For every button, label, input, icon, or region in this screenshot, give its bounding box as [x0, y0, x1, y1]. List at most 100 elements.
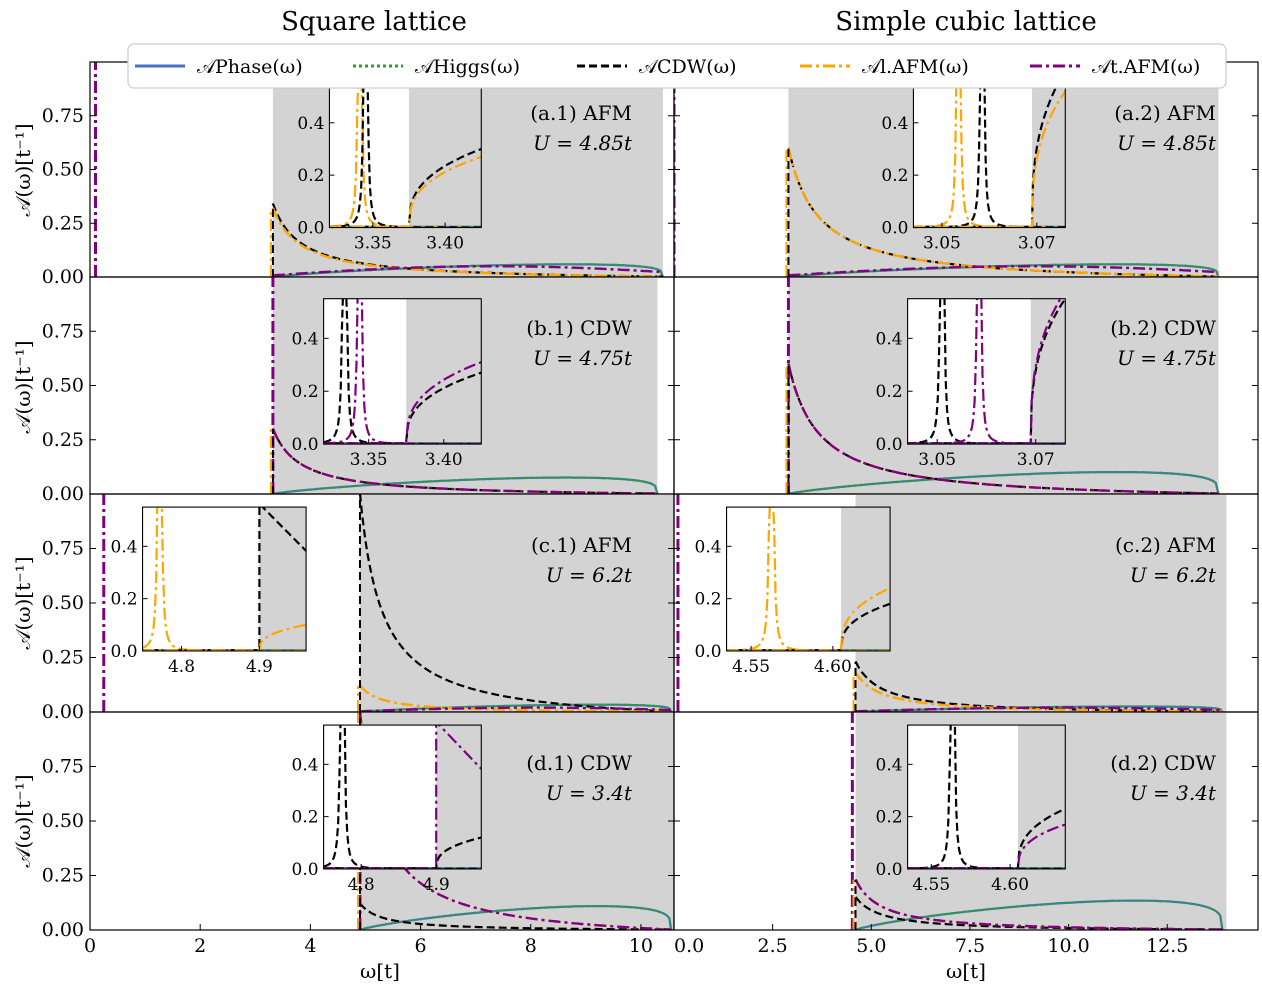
series-higgs [359, 703, 673, 712]
y-axis-label: 𝒜(ω)[t⁻¹] [11, 774, 35, 867]
y-tick-label: 0.75 [42, 105, 84, 127]
x-tick-label: 2 [194, 935, 206, 957]
inset-2: 0.0 0.2 0.4 3.35 3.40 [292, 298, 482, 470]
x-tick-label: 7.5 [955, 935, 985, 957]
legend-label-phase: 𝒜Phase(ω) [197, 56, 303, 78]
inset-x-tick-label: 3.35 [350, 450, 388, 470]
y-tick-label: 0.25 [42, 647, 84, 669]
series-tafm [788, 265, 1219, 277]
inset-x-tick-label: 3.05 [923, 234, 961, 254]
y-tick-label: 0.50 [42, 592, 84, 614]
inset-y-tick-label: 0.0 [297, 219, 324, 239]
series-cdw [359, 902, 672, 930]
x-axis-label-left: ω[t] [360, 959, 400, 983]
inset-0: 0.0 0.2 0.4 3.35 3.40 [297, 82, 482, 254]
inset-onset-cdw [913, 83, 1060, 228]
panel-label: (d.2) CDW [1110, 751, 1216, 775]
series-lafm [359, 684, 672, 712]
series-lafm [854, 671, 1223, 712]
inset-y-tick-label: 0.4 [881, 114, 908, 134]
x-tick-label: 2.5 [758, 935, 788, 957]
inset-frame [142, 506, 307, 652]
series-tafm [787, 363, 1219, 494]
inset-7: 0.0 0.2 0.4 4.55 4.60 [876, 724, 1066, 895]
inset-onset-tafm [907, 823, 1066, 869]
inset-y-tick-label: 0.4 [292, 329, 319, 349]
panel-3: (b.2) CDW U = 4.75t 0.0 0.2 0.4 3.05 3.07 [673, 276, 1259, 495]
panel-label: (c.1) AFM [531, 533, 632, 557]
series-tafm [271, 428, 658, 494]
inset-frame [726, 506, 891, 652]
inset-3: 0.0 0.2 0.4 3.05 3.07 [876, 298, 1066, 470]
column-title-cubic: Simple cubic lattice [835, 7, 1096, 37]
y-tick-label: 0.25 [42, 865, 84, 887]
panel-5: (c.2) AFM U = 6.2t 0.0 0.2 0.4 4.55 4.60 [673, 493, 1259, 713]
inset-x-tick-label: 4.55 [912, 875, 950, 895]
inset-shade [406, 298, 482, 445]
inset-y-tick-label: 0.4 [695, 537, 722, 557]
legend-label-tafm: 𝒜t.AFM(ω) [1092, 56, 1200, 78]
panel-label: (a.2) AFM [1114, 101, 1216, 125]
inset-y-tick-label: 0.2 [292, 382, 319, 402]
series-tafm [272, 265, 664, 277]
inset-onset-cdw [323, 371, 482, 445]
x-tick-label: 6 [415, 935, 427, 957]
continuum-shade [359, 494, 674, 712]
inset-1: 0.0 0.2 0.4 3.05 3.07 [881, 82, 1066, 254]
inset-x-tick-label: 4.9 [423, 875, 450, 895]
inset-frame [907, 298, 1066, 445]
panel-u-label: U = 4.75t [533, 346, 633, 370]
inset-x-tick-label: 4.8 [348, 875, 375, 895]
inset-x-tick-label: 3.07 [1017, 450, 1055, 470]
inset-y-tick-label: 0.4 [297, 114, 324, 134]
panel-label: (b.1) CDW [526, 316, 632, 340]
inset-y-tick-label: 0.0 [292, 860, 319, 880]
y-axis-label: 𝒜(ω)[t⁻¹] [11, 123, 35, 216]
x-tick-label: 0 [84, 935, 96, 957]
inset-onset-cdw [323, 836, 482, 869]
inset-y-tick-label: 0.2 [695, 590, 722, 610]
y-tick-label: 0.00 [42, 483, 84, 505]
inset-y-tick-label: 0.4 [292, 755, 319, 775]
inset-y-tick-label: 0.0 [292, 435, 319, 455]
inset-frame [323, 298, 482, 445]
series-higgs [272, 476, 659, 494]
inset-x-tick-label: 4.60 [991, 875, 1029, 895]
x-axis-label-right: ω[t] [946, 959, 986, 983]
panel-label: (a.1) AFM [530, 101, 632, 125]
y-tick-label: 0.50 [42, 375, 84, 397]
series-tafm [855, 706, 1223, 712]
inset-6: 0.0 0.2 0.4 4.8 4.9 [292, 724, 482, 895]
inset-onset-cdw [726, 602, 891, 651]
column-title-square: Square lattice [281, 7, 467, 37]
panel-u-label: U = 6.2t [546, 563, 633, 587]
inset-onset-lafm [142, 623, 307, 651]
series-tafm [854, 878, 1223, 930]
panel-7: 0.0 2.5 5.0 7.5 10.0 12.5 (d.2) CDW U = 3.4t 0.0… [673, 711, 1259, 957]
y-tick-label: 0.75 [42, 320, 84, 342]
x-tick-label: 5.0 [856, 935, 886, 957]
panel-u-label: U = 4.85t [1117, 131, 1217, 155]
y-tick-label: 0.25 [42, 212, 84, 234]
panel-label: (c.2) AFM [1115, 533, 1216, 557]
x-tick-label: 0.0 [674, 935, 704, 957]
inset-y-tick-label: 0.4 [876, 329, 903, 349]
panel-label: (b.2) CDW [1110, 316, 1216, 340]
x-tick-label: 4 [304, 935, 316, 957]
series-higgs [359, 905, 673, 930]
panel-u-label: U = 3.4t [546, 781, 633, 805]
inset-y-tick-label: 0.2 [297, 166, 324, 186]
y-tick-label: 0.50 [42, 159, 84, 181]
inset-y-tick-label: 0.2 [111, 590, 138, 610]
inset-y-tick-label: 0.2 [292, 808, 319, 828]
inset-y-tick-label: 0.4 [111, 537, 138, 557]
panel-6: 0.00 0.25 0.50 0.75 0 2 4 6 8 10 (d.1) CDW U = 3.4t… [42, 711, 675, 957]
legend-label-higgs: 𝒜Higgs(ω) [415, 56, 520, 78]
legend-label-cdw: 𝒜CDW(ω) [639, 56, 737, 78]
series-lafm [787, 147, 1219, 277]
inset-y-tick-label: 0.0 [876, 860, 903, 880]
panel-u-label: U = 4.75t [1117, 346, 1217, 370]
inset-shade [408, 83, 482, 228]
